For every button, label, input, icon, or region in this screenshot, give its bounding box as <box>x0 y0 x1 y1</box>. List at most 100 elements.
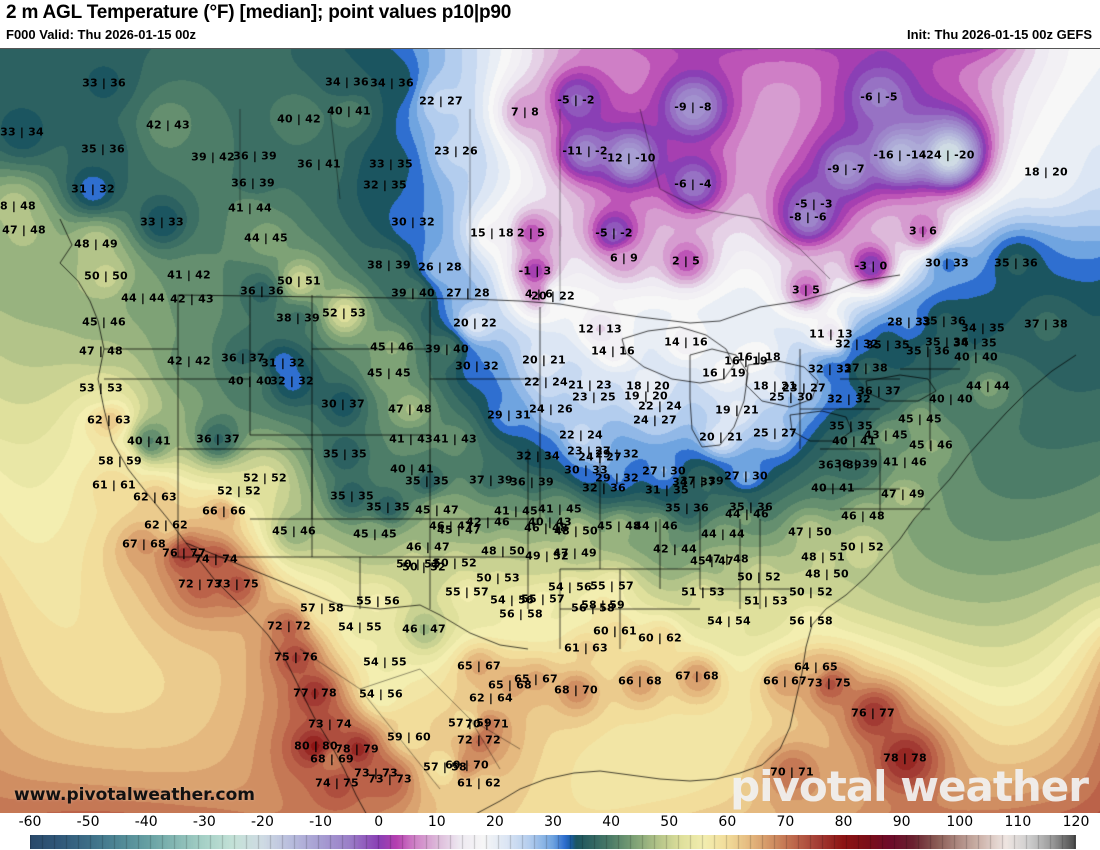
point-value-label: 35 | 35 <box>829 419 873 433</box>
colorbar-tick: -40 <box>134 814 158 830</box>
point-value-label: 20 | 21 <box>522 353 566 367</box>
point-value-label: 57 | 58 <box>300 601 344 615</box>
point-value-label: 42 | 44 <box>653 542 697 556</box>
point-value-label: 36 | 39 <box>818 458 862 472</box>
point-value-label: 41 | 43 <box>433 432 477 446</box>
point-value-label: -6 | -5 <box>860 90 898 104</box>
point-value-label: 45 | 45 <box>367 366 411 380</box>
point-value-label: 32 | 36 <box>582 481 626 495</box>
point-value-label: 46 | 48 <box>841 509 885 523</box>
point-value-label: 30 | 33 <box>564 463 608 477</box>
point-value-label: -6 | -4 <box>674 177 712 191</box>
point-value-label: 21 | 23 <box>568 378 612 392</box>
point-value-label: 41 | 43 <box>389 432 433 446</box>
init-time-label: Init: Thu 2026-01-15 00z GEFS <box>907 27 1092 42</box>
colorbar-tick: 40 <box>602 814 621 830</box>
point-value-label: 73 | 73 <box>368 772 412 786</box>
colorbar-tick: 10 <box>427 814 446 830</box>
point-value-label: 41 | 45 <box>538 502 582 516</box>
temperature-field-canvas <box>0 49 1100 813</box>
colorbar-tick: 70 <box>776 814 795 830</box>
point-value-label: 33 | 33 <box>140 215 184 229</box>
site-watermark: www.pivotalweather.com <box>14 785 256 805</box>
point-value-label: -5 | -2 <box>595 226 633 240</box>
point-value-label: 69 | 70 <box>445 758 489 772</box>
map-viewport[interactable]: 33 | 36 33 | 34 35 | 36 42 | 43 39 | 42 36 | … <box>0 48 1100 813</box>
point-value-label: 35 | 35 <box>866 338 910 352</box>
point-value-label: 54 | 56 <box>490 593 534 607</box>
point-value-label: 23 | 27 <box>567 444 611 458</box>
point-value-label: 54 | 55 <box>363 655 407 669</box>
point-value-label: 23 | 25 <box>572 390 616 404</box>
point-value-label: 44 | 44 <box>701 527 745 541</box>
point-value-label: 15 | 18 <box>470 226 514 240</box>
point-value-label: 19 | 20 <box>624 389 668 403</box>
point-value-label: 77 | 78 <box>293 686 337 700</box>
point-value-label: 34 | 35 <box>953 336 997 350</box>
point-value-label: 55 | 56 <box>356 594 400 608</box>
point-value-label: -1 | 3 <box>518 264 552 278</box>
point-value-label: 68 | 70 <box>554 683 598 697</box>
colorbar: -60 -50 -40 -30 -20 -10 0 10 20 30 40 50 60 70 80 90 100… <box>0 813 1100 850</box>
point-value-label: 23 | 26 <box>434 144 478 158</box>
point-value-label: 35 | 36 <box>729 500 773 514</box>
point-value-label: 25 | 27 <box>753 426 797 440</box>
point-value-label: 32 | 32 <box>270 374 314 388</box>
point-value-label: 42 | 43 <box>146 118 190 132</box>
point-value-label: 45 | 47 <box>690 554 734 568</box>
point-value-label: 60 | 61 <box>593 624 637 638</box>
point-value-label: 47 | 50 <box>788 525 832 539</box>
point-value-label: 42 | 43 <box>170 292 214 306</box>
point-value-label: 62 | 63 <box>87 413 131 427</box>
point-value-label: 62 | 64 <box>469 691 513 705</box>
valid-time-label: F000 Valid: Thu 2026-01-15 00z <box>6 27 197 42</box>
point-value-label: 47 | 49 <box>553 546 597 560</box>
colorbar-tick: 60 <box>718 814 737 830</box>
point-value-label: 34 | 35 <box>961 321 1005 335</box>
point-value-label: -11 | -2 <box>562 144 608 158</box>
point-value-label: 70 | 71 <box>770 765 814 779</box>
point-value-label: 36 | 37 <box>857 384 901 398</box>
point-value-label: 22 | 27 <box>419 94 463 108</box>
point-value-label: 48 | 50 <box>805 567 849 581</box>
colorbar-tick: 110 <box>1004 814 1032 830</box>
point-value-label: -9 | -7 <box>827 162 865 176</box>
point-value-label: 24 | 27 <box>633 413 677 427</box>
point-value-label: 78 | 79 <box>335 742 379 756</box>
point-value-label: 39 | 40 <box>391 286 435 300</box>
point-value-label: 54 | 54 <box>707 614 751 628</box>
point-value-overlay: 33 | 36 33 | 34 35 | 36 42 | 43 39 | 42 36 | … <box>0 49 1100 813</box>
point-value-label: 45 | 45 <box>898 412 942 426</box>
point-value-label: 31 | 35 <box>645 483 689 497</box>
point-value-label: 2 | 5 <box>517 226 545 240</box>
point-value-label: 32 | 32 <box>827 392 871 406</box>
point-value-label: 32 | 32 <box>808 362 852 376</box>
point-value-label: 12 | 13 <box>578 322 622 336</box>
colorbar-tick: -20 <box>251 814 274 830</box>
point-value-label: 3 | 5 <box>792 283 820 297</box>
point-value-label: 47 | 48 <box>388 402 432 416</box>
point-value-label: 16 | 19 <box>724 354 768 368</box>
point-value-label: 18 | 21 <box>753 379 797 393</box>
point-value-label: 27 | 28 <box>446 286 490 300</box>
point-value-label: -16 | -14 <box>873 148 927 162</box>
point-value-label: 48 | 50 <box>481 544 525 558</box>
point-value-label: 36 | 39 <box>510 475 554 489</box>
point-value-label: 4 | 6 <box>525 287 553 301</box>
point-value-label: 48 | 50 <box>554 524 598 538</box>
point-value-label: 33 | 35 <box>369 157 413 171</box>
colorbar-tick-labels: -60 -50 -40 -30 -20 -10 0 10 20 30 40 50 60 70 80 90 100… <box>0 813 1100 834</box>
colorbar-tick: 50 <box>660 814 679 830</box>
point-value-label: 50 | 52 <box>396 557 440 571</box>
point-value-label: 61 | 62 <box>457 776 501 790</box>
point-value-label: 37 | 39 <box>469 473 513 487</box>
point-value-label: 67 | 68 <box>675 669 719 683</box>
point-value-label: 6 | 9 <box>610 251 638 265</box>
point-value-label: 58 | 59 <box>581 598 625 612</box>
point-value-label: 16 | 19 <box>702 366 746 380</box>
point-value-label: 61 | 61 <box>92 478 136 492</box>
point-value-label: 24 | 27 <box>578 450 622 464</box>
point-value-label: 67 | 68 <box>122 537 166 551</box>
point-value-label: 49 | 52 <box>525 549 569 563</box>
